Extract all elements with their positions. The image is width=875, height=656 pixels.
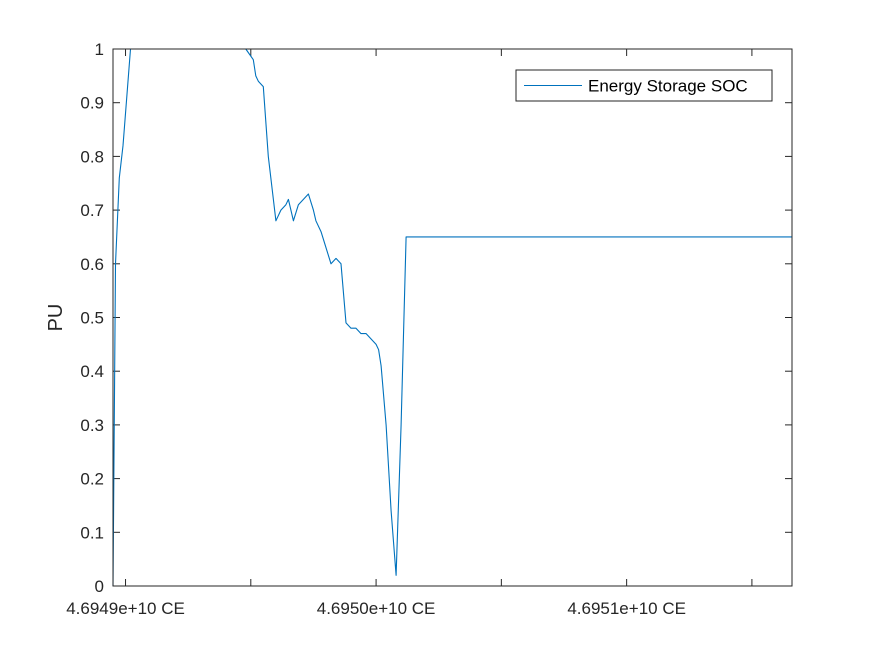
plot-area <box>113 49 792 586</box>
y-tick-label: 0 <box>95 577 104 596</box>
y-tick-label: 0.7 <box>80 201 104 220</box>
x-tick-label: 4.6951e+10 CE <box>567 599 686 618</box>
legend-entry-energy-storage-soc: Energy Storage SOC <box>588 77 748 96</box>
y-tick-label: 0.1 <box>80 523 104 542</box>
legend: Energy Storage SOC <box>515 69 773 102</box>
y-tick-label: 0.3 <box>80 416 104 435</box>
series-line-energy-storage-soc <box>112 48 792 587</box>
x-tick-label: 4.6950e+10 CE <box>317 599 436 618</box>
y-tick-label: 0.2 <box>80 470 104 489</box>
y-axis-label: PU <box>45 304 67 332</box>
series-layer <box>112 48 792 587</box>
y-tick-label: 0.9 <box>80 94 104 113</box>
x-tick-label: 4.6949e+10 CE <box>66 599 185 618</box>
y-tick-label: 1 <box>95 40 104 59</box>
axis-ticks: 0 0.1 0.2 0.3 0.4 0.5 0.6 0.7 0.8 0.9 1 4.6949e+10 … <box>66 40 792 618</box>
y-tick-label: 0.6 <box>80 255 104 274</box>
axes-frame <box>112 48 793 587</box>
y-tick-label: 0.4 <box>80 362 104 381</box>
y-tick-label: 0.5 <box>80 309 104 328</box>
y-tick-label: 0.8 <box>80 147 104 166</box>
